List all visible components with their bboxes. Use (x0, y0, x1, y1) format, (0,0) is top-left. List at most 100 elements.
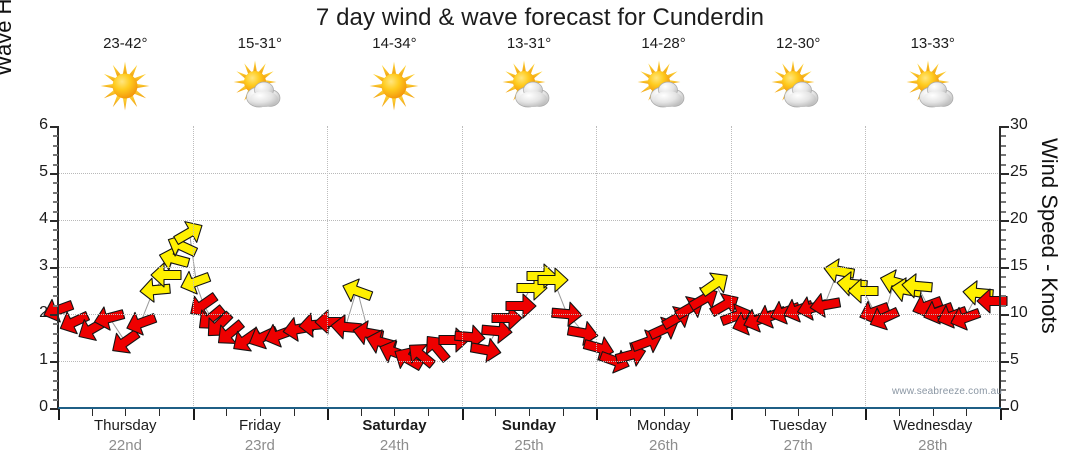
arrow-connector (140, 289, 155, 324)
day-name: Tuesday (769, 417, 827, 434)
x-minor-tick (529, 409, 530, 416)
day-header-friday: 15-31° (193, 34, 328, 126)
left-tick-label: 5 (39, 163, 48, 180)
left-minor-tick (53, 379, 58, 382)
x-minor-tick (394, 409, 396, 416)
arrow-connector (180, 232, 189, 247)
partly-cloudy-icon (633, 57, 695, 115)
wind-arrow (709, 292, 740, 317)
day-label-strip: Thursday 22nd Friday 23rd Saturday 24th Sunday… (58, 416, 1000, 468)
x-minor-tick (831, 409, 833, 416)
wind-arrow (962, 280, 995, 306)
wind-arrow (870, 306, 901, 331)
arrow-connector (598, 347, 616, 361)
right-minor-tick (1001, 276, 1006, 279)
wind-arrow (912, 295, 944, 319)
left-axis-line (57, 126, 59, 409)
wind-arrow (858, 300, 890, 325)
left-tick (50, 267, 58, 269)
temp-range: 13-31° (506, 35, 552, 52)
arrow-connector (646, 328, 664, 343)
right-minor-tick (1001, 210, 1006, 213)
watermark: www.seabreeze.com.au (892, 386, 1003, 397)
gridline-day-boundary (865, 126, 867, 408)
right-minor-tick (1001, 304, 1006, 307)
arrow-connector (195, 281, 205, 305)
arrow-connector (520, 287, 532, 307)
wind-arrow (248, 325, 279, 349)
partly-cloudy-icon (767, 57, 829, 115)
wind-arrow (208, 310, 234, 337)
x-major-tick (192, 409, 195, 420)
left-tick-label: 6 (39, 116, 48, 133)
arrow-connector (172, 245, 182, 260)
x-major-tick (730, 409, 733, 420)
day-name: Friday (239, 417, 281, 434)
right-minor-tick (1001, 201, 1006, 204)
arrow-connector (154, 273, 166, 290)
x-major-tick (1000, 409, 1002, 420)
gridline-horizontal (58, 361, 1000, 362)
right-tick (1001, 267, 1009, 269)
day-name: Monday (636, 417, 691, 434)
arrow-connector (58, 309, 75, 322)
day-label-monday: Monday 26th (596, 416, 731, 468)
right-minor-tick (1001, 379, 1006, 382)
gridline-day-boundary (327, 126, 329, 408)
right-minor-tick (1001, 389, 1006, 392)
wind-arrow (516, 275, 548, 301)
right-minor-tick (1001, 229, 1006, 232)
day-date: 22nd (108, 437, 142, 454)
arrow-connector (714, 283, 727, 305)
wind-arrow (976, 288, 1008, 314)
wind-arrow (314, 308, 346, 335)
wind-arrow (94, 306, 126, 331)
arrow-connector (676, 307, 691, 318)
wind-arrow (756, 304, 788, 329)
wind-arrow (394, 347, 424, 372)
arrow-connector (703, 283, 715, 299)
right-minor-tick (1001, 342, 1006, 345)
temp-range: 14-34° (372, 35, 417, 52)
wind-arrow (674, 296, 705, 321)
day-name: Saturday (362, 417, 427, 434)
left-minor-tick (53, 191, 58, 194)
left-minor-tick (53, 332, 58, 335)
right-tick-label: 20 (1010, 210, 1028, 227)
wind-arrow (139, 277, 171, 303)
gridline-day-boundary (461, 126, 463, 408)
day-date: 28th (918, 437, 948, 454)
left-tick (50, 173, 58, 175)
temp-range: 14-28° (641, 35, 686, 52)
gridline-horizontal (58, 173, 1000, 174)
bottom-axis-line (58, 407, 1001, 409)
right-tick (1001, 173, 1009, 175)
wind-arrow (890, 276, 922, 302)
right-tick (1001, 408, 1009, 410)
x-minor-tick (663, 409, 665, 416)
right-tick-label: 25 (1010, 163, 1028, 180)
right-minor-tick (1001, 163, 1006, 166)
left-minor-tick (53, 154, 58, 157)
day-name: Thursday (94, 417, 157, 434)
day-header-tuesday: 12-30° (731, 34, 866, 126)
wind-arrow (282, 317, 314, 342)
arrow-connector (356, 291, 369, 333)
right-minor-tick (1001, 370, 1006, 373)
right-minor-tick (1001, 238, 1006, 241)
wind-arrow (112, 329, 141, 354)
wind-arrow (190, 291, 219, 317)
day-name: Wednesday (893, 417, 973, 434)
x-minor-tick (495, 409, 497, 416)
day-label-thursday: Thursday 22nd (58, 416, 193, 468)
wind-arrow (150, 261, 182, 288)
wind-arrow (453, 324, 486, 350)
left-minor-tick (53, 248, 58, 251)
right-axis-line (999, 126, 1001, 409)
gridline-horizontal (58, 314, 1000, 315)
day-label-wednesday: Wednesday 28th (865, 416, 1000, 468)
left-minor-tick (53, 229, 58, 232)
wind-arrow (158, 246, 190, 272)
page-title: 7 day wind & wave forecast for Cunderdin (315, 4, 765, 31)
left-minor-tick (53, 182, 58, 185)
